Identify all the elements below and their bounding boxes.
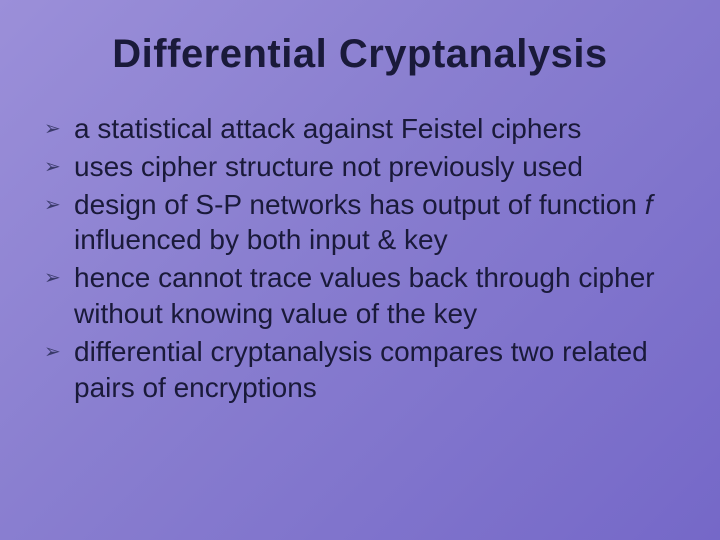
bullet-item: ➢ a statistical attack against Feistel c… — [44, 111, 676, 147]
bullet-text: hence cannot trace values back through c… — [74, 262, 655, 329]
bullet-marker-icon: ➢ — [44, 117, 61, 143]
bullet-marker-icon: ➢ — [44, 266, 61, 292]
bullet-item: ➢ uses cipher structure not previously u… — [44, 149, 676, 185]
bullet-text: a statistical attack against Feistel cip… — [74, 113, 581, 144]
slide-container: Differential Cryptanalysis ➢ a statistic… — [0, 0, 720, 540]
bullet-item: ➢ differential cryptanalysis compares tw… — [44, 334, 676, 406]
bullet-text: differential cryptanalysis compares two … — [74, 336, 648, 403]
bullet-marker-icon: ➢ — [44, 340, 61, 366]
bullet-list: ➢ a statistical attack against Feistel c… — [44, 111, 676, 406]
bullet-item: ➢ design of S-P networks has output of f… — [44, 187, 676, 259]
bullet-text: uses cipher structure not previously use… — [74, 151, 583, 182]
bullet-marker-icon: ➢ — [44, 193, 61, 219]
bullet-text: design of S-P networks has output of fun… — [74, 189, 653, 256]
bullet-marker-icon: ➢ — [44, 155, 61, 181]
bullet-item: ➢ hence cannot trace values back through… — [44, 260, 676, 332]
slide-title: Differential Cryptanalysis — [44, 32, 676, 77]
